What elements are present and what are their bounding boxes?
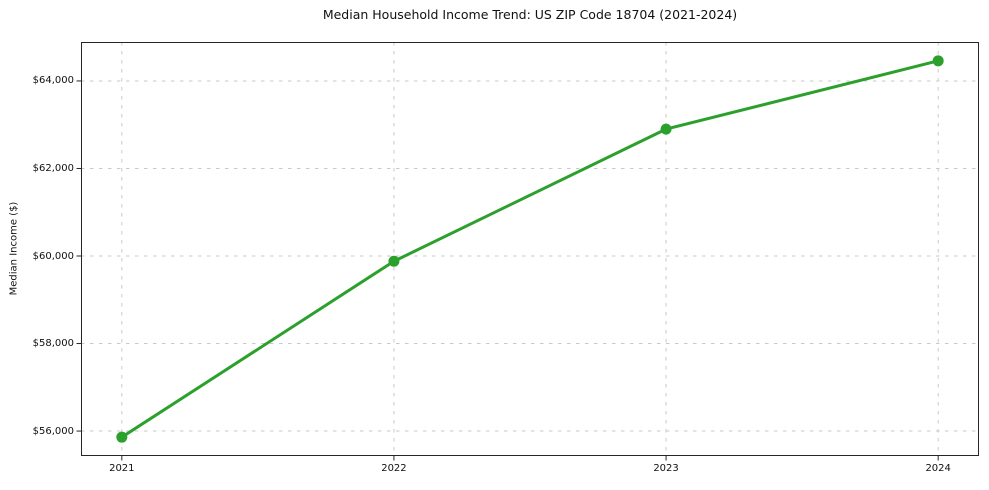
x-tick-label: 2023	[653, 463, 679, 474]
data-point-marker	[660, 123, 672, 135]
y-tick-label: $64,000	[32, 75, 74, 87]
x-tick-label: 2024	[925, 463, 951, 474]
y-tick-label: $62,000	[32, 162, 74, 174]
chart-title: Median Household Income Trend: US ZIP Co…	[322, 7, 738, 22]
plot-border	[81, 42, 979, 456]
data-point-marker	[116, 431, 128, 443]
data-point-marker	[932, 55, 944, 67]
data-point-marker	[388, 255, 400, 267]
y-tick-label: $58,000	[32, 338, 74, 350]
y-tick-label: $56,000	[32, 425, 74, 437]
y-axis-title: Median Income ($)	[8, 201, 20, 296]
x-tick-label: 2022	[381, 463, 407, 474]
y-tick-label: $60,000	[32, 250, 74, 262]
x-tick-label: 2021	[109, 463, 135, 474]
series-line	[120, 59, 940, 439]
